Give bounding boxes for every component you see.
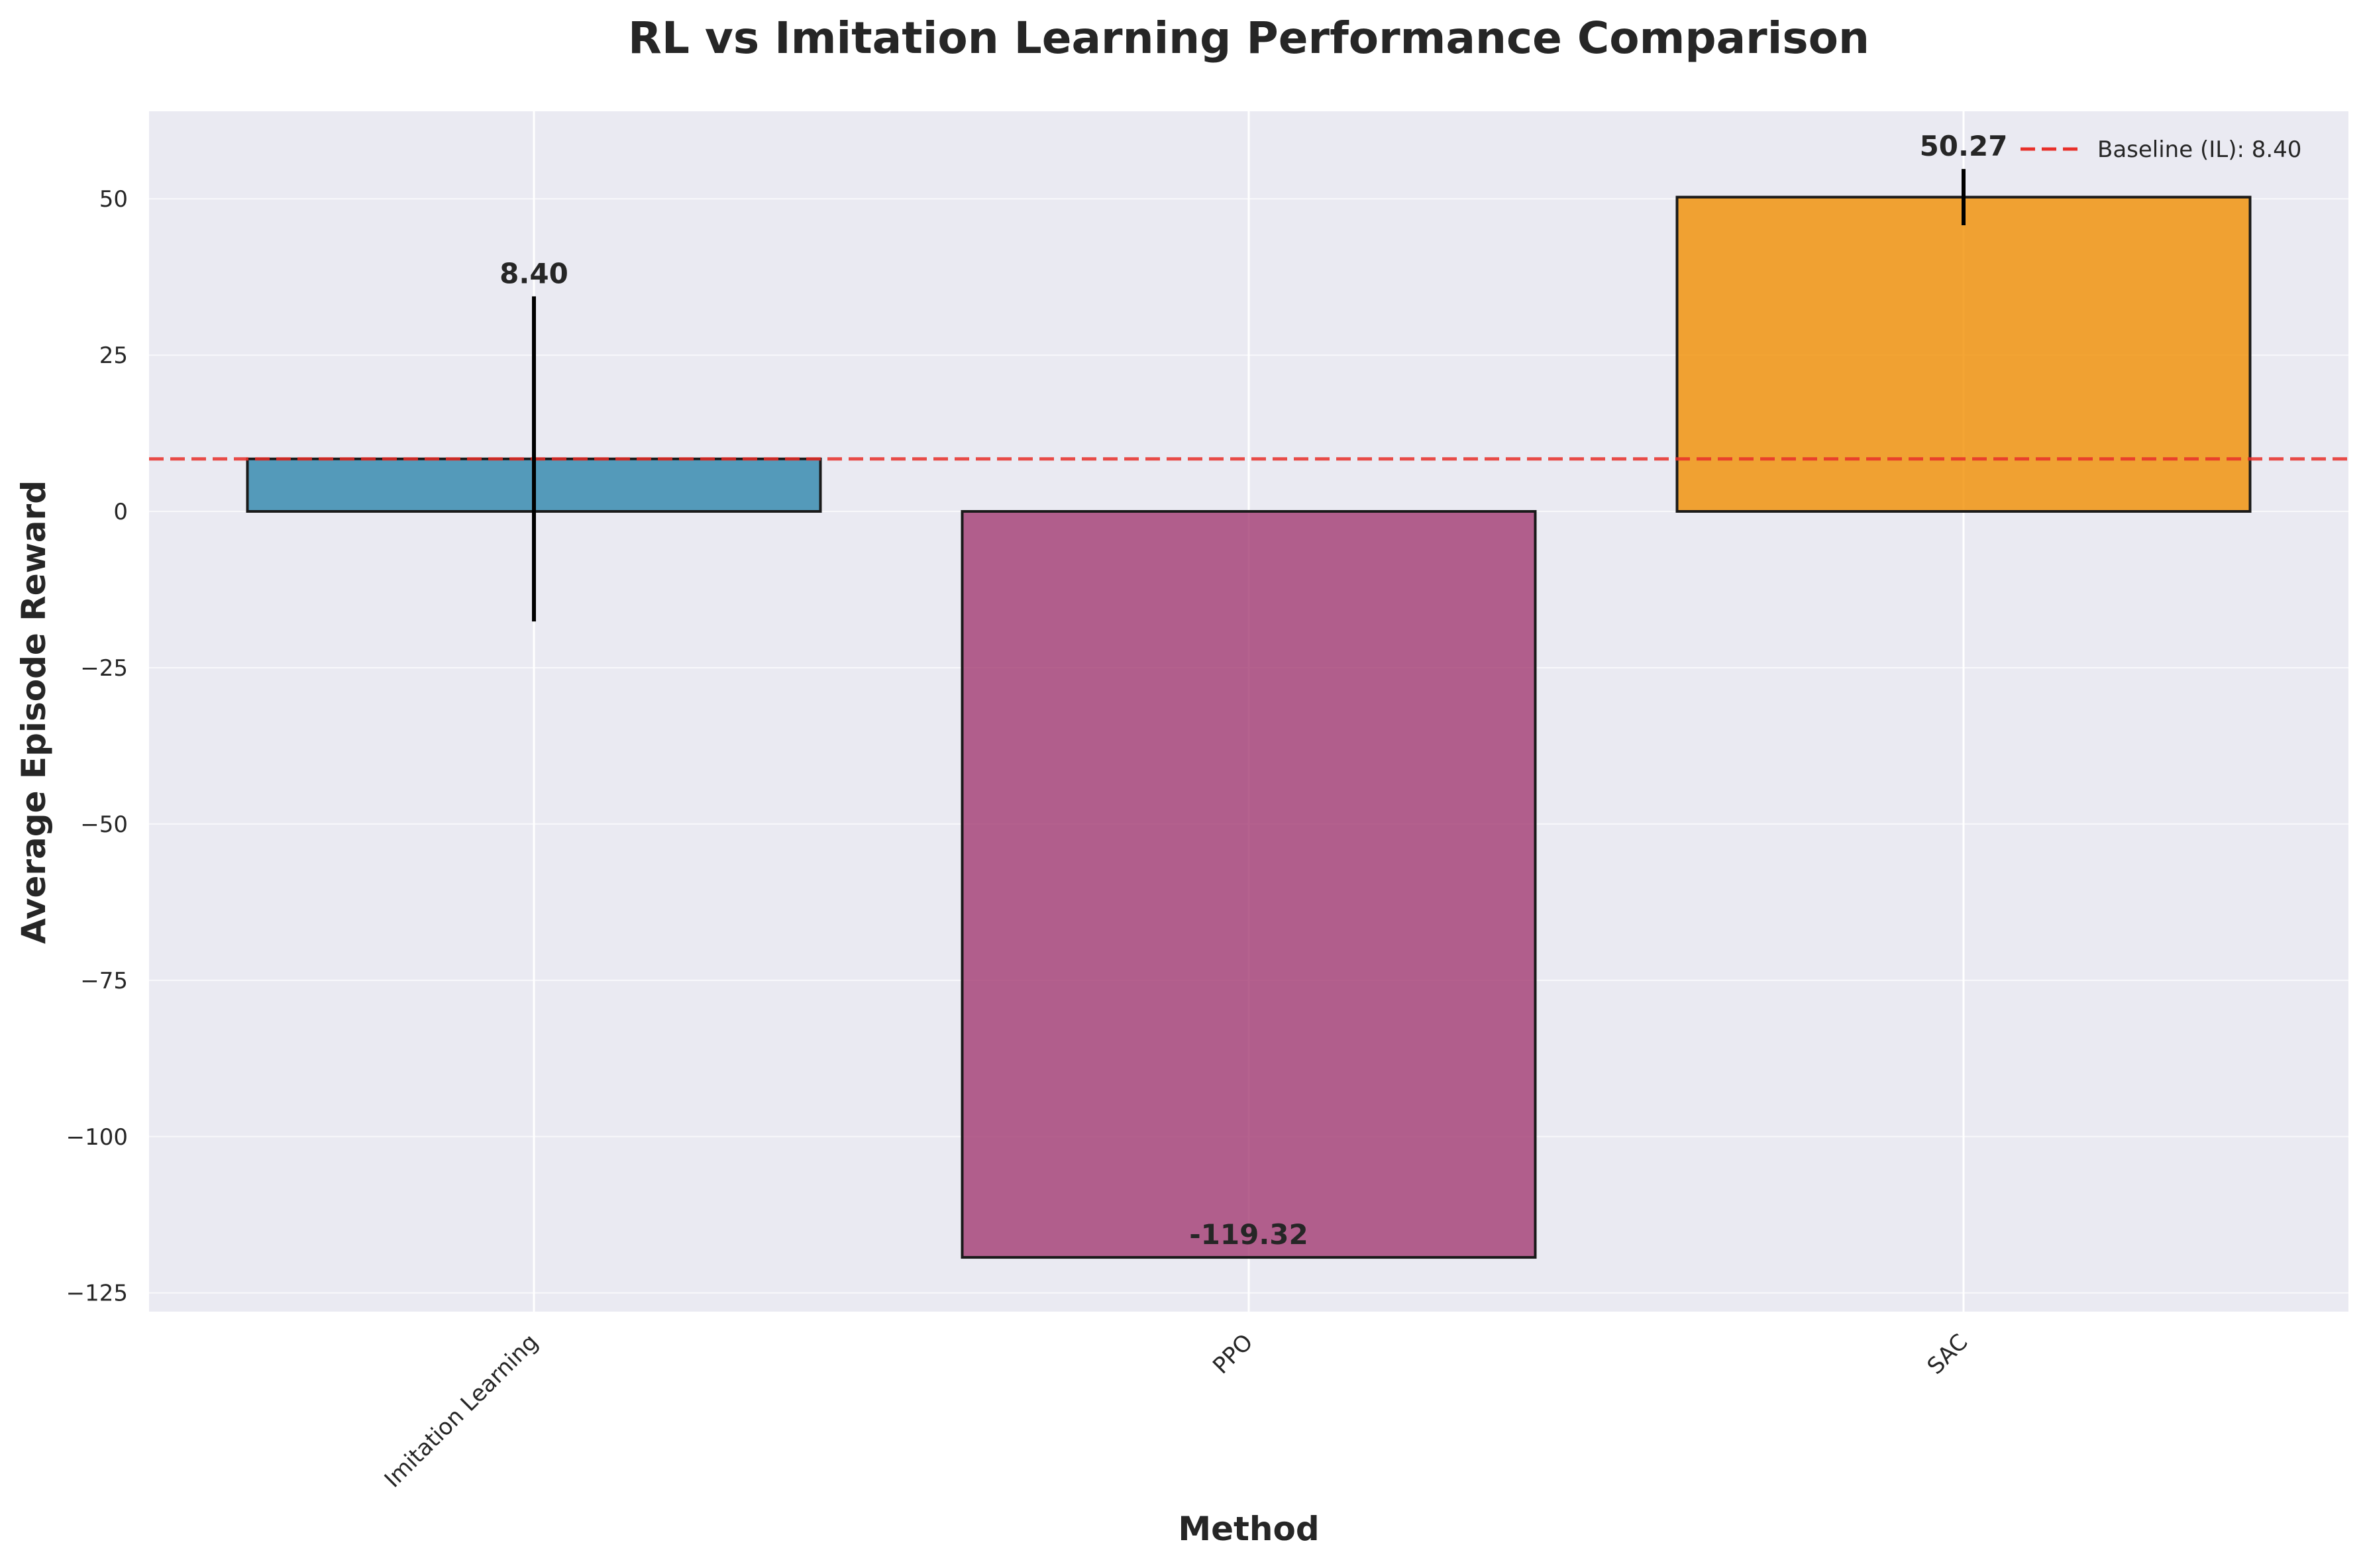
- y-tick-label: 50: [99, 186, 128, 213]
- y-tick-label: 25: [99, 342, 128, 369]
- y-tick-label: −75: [80, 968, 128, 994]
- x-axis-label: Method: [1178, 1510, 1319, 1548]
- y-axis-ticks: −125 −100 −75 −50 −25 0 25 50: [66, 186, 128, 1307]
- y-tick-label: −25: [80, 655, 128, 682]
- y-axis-label: Average Episode Reward: [15, 480, 53, 944]
- value-label: 8.40: [499, 257, 568, 289]
- error-bars: [532, 169, 1966, 622]
- y-tick-label: −100: [66, 1124, 128, 1151]
- bar-ppo: [961, 510, 1537, 1259]
- y-tick-label: −125: [66, 1281, 128, 1307]
- value-label: 50.27: [1920, 130, 2008, 162]
- value-labels: 8.40 -119.32 50.27: [499, 130, 2007, 1251]
- y-tick-label: 0: [113, 499, 128, 525]
- bar-sac: [1675, 195, 2252, 513]
- y-tick-label: −50: [80, 811, 128, 838]
- chart-title: RL vs Imitation Learning Performance Com…: [628, 13, 1869, 64]
- legend-baseline-label: Baseline (IL): 8.40: [2097, 136, 2301, 163]
- legend: Baseline (IL): 8.40: [2021, 136, 2301, 163]
- value-label: -119.32: [1189, 1218, 1308, 1251]
